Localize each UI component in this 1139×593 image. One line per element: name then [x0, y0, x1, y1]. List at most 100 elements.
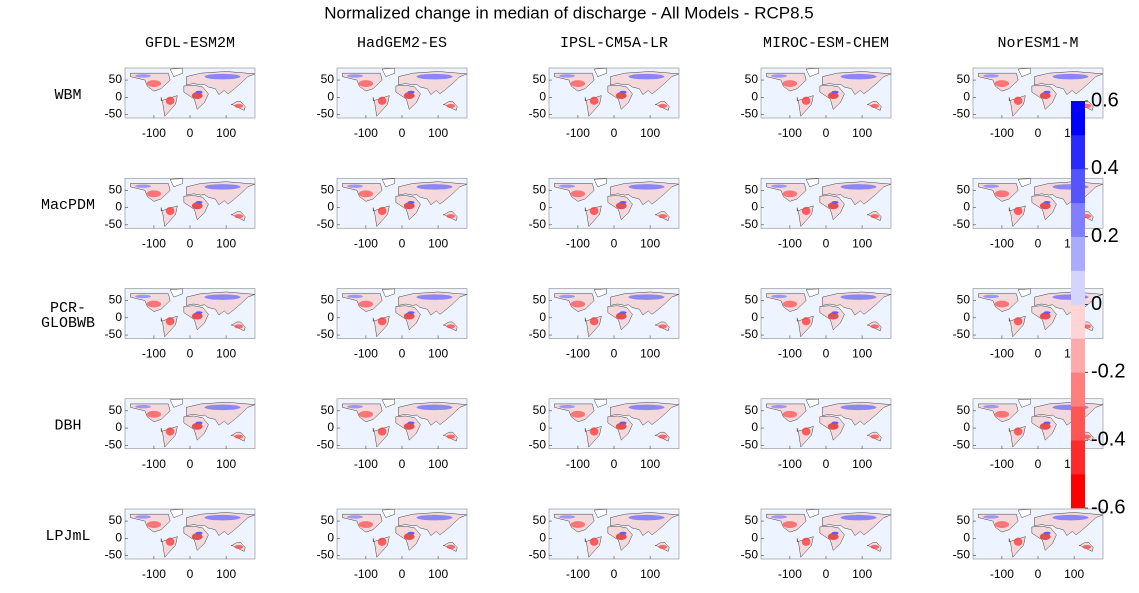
x-tick-label: -100 — [566, 236, 590, 250]
x-tick-label: 0 — [611, 126, 618, 140]
colorbar-band — [1071, 440, 1085, 475]
y-tick-label: -50 — [953, 548, 971, 562]
x-tick-label: -100 — [354, 347, 378, 361]
y-tick-label: 50 — [109, 182, 123, 196]
x-tick-label: 0 — [823, 126, 830, 140]
x-tick-label: 100 — [428, 126, 448, 140]
x-tick-label: -100 — [354, 236, 378, 250]
x-tick-label: -100 — [142, 236, 166, 250]
x-tick-label: -100 — [778, 347, 802, 361]
y-tick-label: 0 — [115, 530, 122, 544]
x-tick-label: -100 — [778, 126, 802, 140]
y-tick-label: 0 — [115, 420, 122, 434]
y-tick-label: 0 — [115, 89, 122, 103]
x-tick-label: -100 — [142, 457, 166, 471]
y-tick-label: 50 — [321, 72, 335, 86]
x-tick-label: 100 — [640, 347, 660, 361]
x-tick-label: 100 — [852, 457, 872, 471]
x-tick-label: 0 — [1035, 347, 1042, 361]
y-tick-label: 50 — [109, 293, 123, 307]
colorbar-label: 0.4 — [1091, 157, 1119, 179]
x-tick-label: -100 — [990, 567, 1014, 581]
y-tick-label: 0 — [327, 89, 334, 103]
x-tick-label: 100 — [852, 236, 872, 250]
x-tick-label: 0 — [1035, 126, 1042, 140]
y-tick-label: 50 — [745, 293, 759, 307]
y-tick-label: 50 — [109, 403, 123, 417]
x-tick-label: 0 — [399, 236, 406, 250]
x-tick-label: 100 — [216, 126, 236, 140]
colorbar-label: 0 — [1091, 293, 1102, 315]
row-label: DBH — [54, 418, 81, 435]
x-tick-label: 0 — [823, 567, 830, 581]
figure-title: Normalized change in median of discharge… — [324, 3, 813, 22]
y-tick-label: 0 — [327, 310, 334, 324]
x-tick-label: 100 — [852, 347, 872, 361]
y-tick-label: 50 — [533, 293, 547, 307]
y-tick-label: -50 — [741, 437, 759, 451]
y-tick-label: 50 — [533, 513, 547, 527]
x-tick-label: 0 — [399, 347, 406, 361]
x-tick-label: 0 — [823, 347, 830, 361]
x-tick-label: 0 — [823, 236, 830, 250]
y-tick-label: -50 — [529, 107, 547, 121]
colorbar-band — [1071, 474, 1085, 509]
map-panel — [761, 288, 891, 339]
y-tick-label: -50 — [741, 327, 759, 341]
map-panel — [337, 288, 467, 339]
x-tick-label: 0 — [1035, 567, 1042, 581]
map-panel — [337, 398, 467, 449]
y-tick-label: -50 — [953, 107, 971, 121]
x-tick-label: 100 — [216, 567, 236, 581]
y-tick-label: 50 — [745, 182, 759, 196]
y-tick-label: -50 — [317, 327, 335, 341]
x-tick-label: -100 — [778, 457, 802, 471]
y-tick-label: 50 — [533, 182, 547, 196]
y-tick-label: 50 — [321, 403, 335, 417]
y-tick-label: 0 — [115, 200, 122, 214]
x-tick-label: 0 — [611, 457, 618, 471]
y-tick-label: 50 — [957, 513, 971, 527]
row-label: PCR- — [50, 300, 86, 317]
x-tick-label: -100 — [778, 236, 802, 250]
y-tick-label: 0 — [751, 200, 758, 214]
map-panel — [125, 398, 255, 449]
x-tick-label: 0 — [399, 567, 406, 581]
y-tick-label: 0 — [539, 530, 546, 544]
x-tick-label: 0 — [611, 347, 618, 361]
x-tick-label: 0 — [187, 567, 194, 581]
y-tick-label: 0 — [751, 530, 758, 544]
y-tick-label: -50 — [741, 217, 759, 231]
map-panel — [549, 68, 679, 118]
map-panel — [549, 288, 679, 339]
x-tick-label: 100 — [852, 567, 872, 581]
y-tick-label: 0 — [963, 310, 970, 324]
colorbar-band — [1071, 270, 1085, 305]
colorbar-band — [1071, 202, 1085, 237]
x-tick-label: 100 — [640, 126, 660, 140]
y-tick-label: 50 — [957, 403, 971, 417]
x-tick-label: 100 — [1064, 567, 1084, 581]
y-tick-label: 50 — [957, 293, 971, 307]
column-label: GFDL-ESM2M — [145, 35, 235, 52]
y-tick-label: -50 — [953, 217, 971, 231]
x-tick-label: -100 — [354, 457, 378, 471]
x-tick-label: 100 — [428, 236, 448, 250]
x-tick-label: -100 — [566, 457, 590, 471]
map-panel — [125, 288, 255, 339]
x-tick-label: 0 — [187, 457, 194, 471]
y-tick-label: 0 — [327, 200, 334, 214]
y-tick-label: 50 — [321, 513, 335, 527]
colorbar-label: -0.4 — [1091, 428, 1125, 450]
x-tick-label: 100 — [216, 457, 236, 471]
x-tick-label: -100 — [142, 126, 166, 140]
x-tick-label: 100 — [428, 347, 448, 361]
x-tick-label: 0 — [823, 457, 830, 471]
row-label: GLOBWB — [41, 315, 95, 332]
y-tick-label: -50 — [529, 327, 547, 341]
y-tick-label: -50 — [741, 548, 759, 562]
map-panel — [549, 509, 679, 559]
y-tick-label: 50 — [533, 72, 547, 86]
colorbar-label: -0.6 — [1091, 496, 1125, 518]
row-label: MacPDM — [41, 197, 95, 214]
